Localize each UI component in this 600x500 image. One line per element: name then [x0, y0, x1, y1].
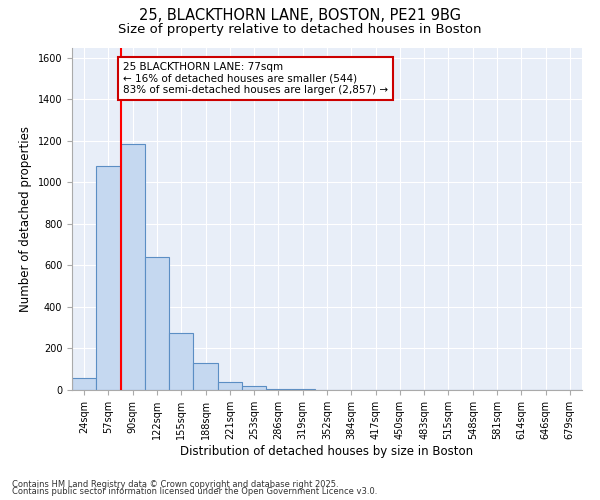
Bar — [266, 389, 290, 390]
Bar — [242, 386, 266, 390]
Bar — [72, 378, 96, 390]
Y-axis label: Number of detached properties: Number of detached properties — [19, 126, 32, 312]
Bar — [145, 257, 169, 390]
Text: Contains public sector information licensed under the Open Government Licence v3: Contains public sector information licen… — [12, 488, 377, 496]
Text: 25 BLACKTHORN LANE: 77sqm
← 16% of detached houses are smaller (544)
83% of semi: 25 BLACKTHORN LANE: 77sqm ← 16% of detac… — [123, 62, 388, 95]
Bar — [169, 333, 193, 390]
Bar — [193, 363, 218, 390]
X-axis label: Distribution of detached houses by size in Boston: Distribution of detached houses by size … — [181, 444, 473, 458]
Text: Size of property relative to detached houses in Boston: Size of property relative to detached ho… — [118, 22, 482, 36]
Text: 25, BLACKTHORN LANE, BOSTON, PE21 9BG: 25, BLACKTHORN LANE, BOSTON, PE21 9BG — [139, 8, 461, 22]
Bar — [121, 144, 145, 390]
Bar — [96, 166, 121, 390]
Text: Contains HM Land Registry data © Crown copyright and database right 2025.: Contains HM Land Registry data © Crown c… — [12, 480, 338, 489]
Bar — [218, 382, 242, 390]
